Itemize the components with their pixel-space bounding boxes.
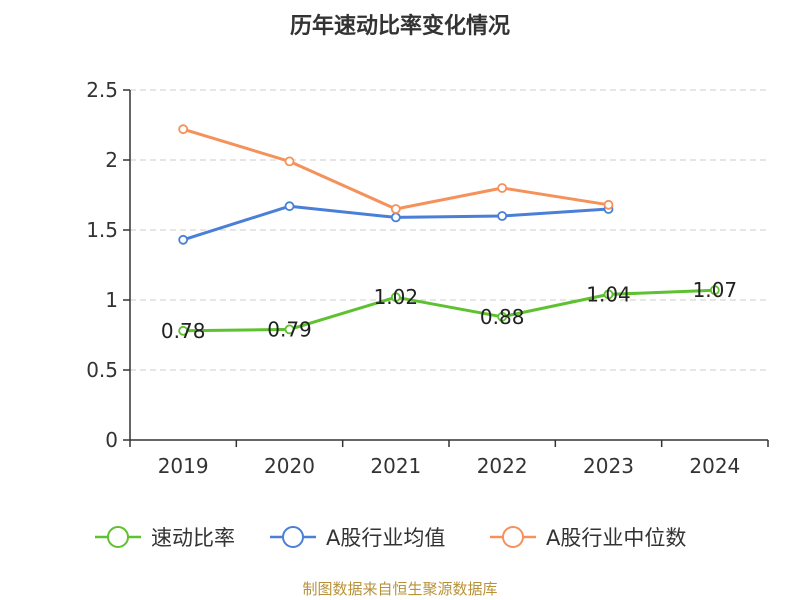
legend-label: 速动比率: [151, 526, 235, 550]
x-tick-label: 2019: [158, 454, 209, 478]
y-tick-label: 1.5: [86, 218, 118, 242]
data-label: 1.02: [374, 285, 419, 309]
y-tick-label: 0.5: [86, 358, 118, 382]
y-tick-label: 2.5: [86, 78, 118, 102]
series-line-0: [183, 288, 715, 333]
series-line-2: [182, 127, 609, 211]
data-label: 1.07: [693, 278, 738, 302]
data-point[interactable]: [178, 325, 189, 336]
data-label: 0.88: [480, 305, 525, 329]
legend[interactable]: 速动比率 A股行业均值 A股行业中位数: [95, 526, 686, 550]
legend-circle-icon: [502, 526, 524, 548]
data-labels: 0.78 0.79 1.02 0.88 1.04 1.07: [161, 278, 737, 343]
data-label: 1.04: [586, 282, 631, 306]
data-point[interactable]: [284, 201, 295, 212]
x-tick-label: 2022: [477, 454, 528, 478]
x-tick-label: 2024: [689, 454, 740, 478]
data-point[interactable]: [709, 285, 720, 296]
y-tick-label: 2: [105, 148, 118, 172]
grid-lines: [130, 89, 768, 371]
legend-label: A股行业均值: [326, 526, 445, 550]
data-point[interactable]: [178, 124, 189, 135]
y-tick-label: 1: [105, 288, 118, 312]
legend-item-1[interactable]: A股行业均值: [270, 526, 445, 550]
legend-label: A股行业中位数: [546, 526, 686, 550]
x-tick-label: 2021: [370, 454, 421, 478]
data-point[interactable]: [390, 292, 401, 303]
legend-circle-icon: [107, 526, 129, 548]
x-tick-label: 2020: [264, 454, 315, 478]
legend-circle-icon: [282, 526, 304, 548]
data-point[interactable]: [284, 156, 295, 167]
axes: 0 0.5 1 1.5 2 2.5 2019 2020 2021 2022 2023 2024: [86, 78, 769, 478]
data-point[interactable]: [390, 204, 401, 214]
data-label: 0.78: [161, 319, 206, 343]
source-note: 制图数据来自恒生聚源数据库: [302, 580, 497, 598]
data-label: 0.79: [267, 317, 312, 341]
data-point[interactable]: [497, 311, 508, 322]
data-point[interactable]: [284, 324, 295, 335]
data-point[interactable]: [603, 289, 614, 300]
legend-item-0[interactable]: 速动比率: [95, 526, 235, 550]
data-point[interactable]: [178, 234, 189, 245]
y-tick-label: 0: [105, 428, 118, 452]
chart-title: 历年速动比率变化情况: [290, 13, 510, 39]
series-layer: [178, 124, 720, 336]
data-point[interactable]: [497, 183, 508, 193]
data-point[interactable]: [390, 212, 401, 223]
data-point[interactable]: [497, 211, 508, 221]
x-tick-label: 2023: [583, 454, 634, 478]
legend-item-2[interactable]: A股行业中位数: [490, 526, 686, 550]
data-point[interactable]: [603, 199, 614, 210]
